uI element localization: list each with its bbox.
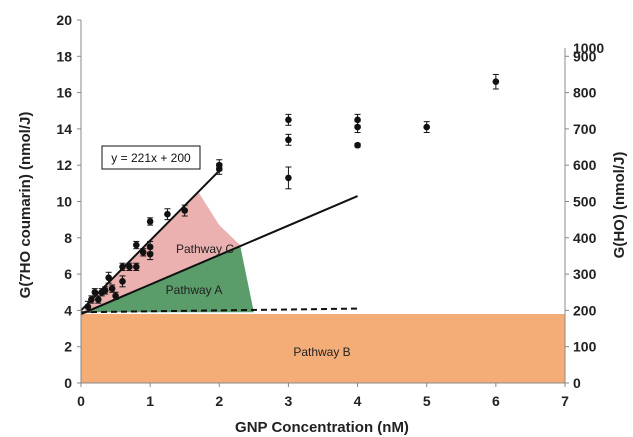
data-point <box>101 286 109 295</box>
y-right-tick-label: 1000 <box>573 40 604 56</box>
point-marker <box>423 123 431 131</box>
point-marker <box>146 250 154 258</box>
point-marker <box>91 288 99 296</box>
point-marker <box>181 207 189 214</box>
y-left-tick-label: 20 <box>56 12 72 28</box>
point-marker <box>126 263 133 271</box>
point-marker <box>354 141 361 149</box>
point-marker <box>84 303 92 311</box>
y-left-tick-label: 4 <box>64 302 72 318</box>
y-left-tick-label: 16 <box>56 85 72 101</box>
data-point <box>215 162 223 175</box>
point-marker <box>112 292 119 300</box>
point-marker <box>119 263 126 271</box>
tick-labels: 0 1 2 3 4 5 6 702468101214161820010020030040050… <box>56 12 604 409</box>
y-right-tick-label: 100 <box>573 339 597 355</box>
axes <box>77 19 569 387</box>
point-marker <box>354 123 361 131</box>
y-left-tick-label: 18 <box>56 48 72 64</box>
dashed-line-3 <box>80 307 358 314</box>
data-point <box>133 262 140 271</box>
y-right-tick-label: 600 <box>573 157 597 173</box>
data-point <box>119 262 126 271</box>
point-marker <box>105 274 112 282</box>
point-marker <box>164 210 171 218</box>
x-tick-label: 2 <box>215 393 223 409</box>
equation-text: y = 221x + 200 <box>111 151 191 165</box>
x-tick-label: 0 <box>77 393 85 409</box>
y-left-tick-label: 14 <box>56 121 72 137</box>
y-left-tick-label: 2 <box>64 339 72 355</box>
y-left-tick-label: 12 <box>56 157 72 173</box>
y-right-tick-label: 300 <box>573 266 597 282</box>
data-point <box>285 133 292 146</box>
data-point <box>91 288 99 297</box>
data-point <box>94 295 102 304</box>
y-left-tick-label: 0 <box>64 375 72 391</box>
fit-line-2 <box>80 195 358 315</box>
point-marker <box>139 249 147 256</box>
y-right-tick-label: 700 <box>573 121 597 137</box>
y-axis-left-title: G(7HO coumarin) (nmol/J) <box>17 112 34 299</box>
y-right-tick-label: 800 <box>573 85 597 101</box>
equation-annotation: y = 221x + 200 <box>101 145 201 170</box>
data-point <box>139 248 147 257</box>
x-tick-label: 4 <box>354 393 362 409</box>
pathway-a-label: Pathway A <box>166 283 223 297</box>
y-left-tick-label: 8 <box>64 230 72 246</box>
data-point <box>285 166 292 190</box>
data-point <box>105 271 112 284</box>
data-point <box>108 284 116 293</box>
point-marker <box>119 278 126 285</box>
pathway-b-region <box>81 314 565 383</box>
point-marker <box>215 165 223 173</box>
data-point <box>181 204 189 217</box>
data-point <box>133 240 140 250</box>
region-labels: Pathway C Pathway A Pathway B <box>166 242 351 359</box>
x-axis-title: GNP Concentration (nM) <box>235 419 409 436</box>
x-tick-label: 5 <box>423 393 431 409</box>
y-right-tick-label: 400 <box>573 230 597 246</box>
data-point <box>112 291 119 301</box>
y-left-tick-label: 6 <box>64 266 72 282</box>
data-point <box>164 208 171 221</box>
point-marker <box>88 296 95 303</box>
point-marker <box>94 296 102 303</box>
point-marker <box>101 287 109 294</box>
x-tick-label: 7 <box>561 393 569 409</box>
y-right-tick-label: 200 <box>573 302 597 318</box>
x-tick-label: 1 <box>146 393 154 409</box>
point-marker <box>133 241 140 249</box>
point-marker <box>285 174 292 182</box>
data-point <box>126 262 133 271</box>
data-point <box>354 121 361 134</box>
data-point <box>146 248 154 261</box>
data-point <box>423 121 431 134</box>
data-point <box>285 113 292 126</box>
y-right-tick-label: 500 <box>573 194 597 210</box>
data-points <box>84 73 500 313</box>
data-point <box>146 217 154 226</box>
pathway-c-label: Pathway C <box>176 242 234 256</box>
point-marker <box>492 78 500 86</box>
point-marker <box>285 116 292 124</box>
data-point <box>119 275 126 288</box>
y-axis-right-title: G(HO) (nmol/J) <box>611 152 628 259</box>
y-left-tick-label: 10 <box>56 194 72 210</box>
y-right-tick-label: 900 <box>573 48 597 64</box>
x-tick-label: 3 <box>285 393 293 409</box>
x-tick-label: 6 <box>492 393 500 409</box>
point-marker <box>285 136 292 144</box>
equation-box <box>101 145 201 170</box>
data-point <box>84 300 92 313</box>
data-point <box>492 73 500 90</box>
point-marker <box>133 263 140 271</box>
pathway-b-label: Pathway B <box>293 345 350 359</box>
point-marker <box>146 218 154 225</box>
data-point <box>354 141 361 149</box>
point-marker <box>108 285 116 292</box>
y-right-tick-label: 0 <box>573 375 581 391</box>
